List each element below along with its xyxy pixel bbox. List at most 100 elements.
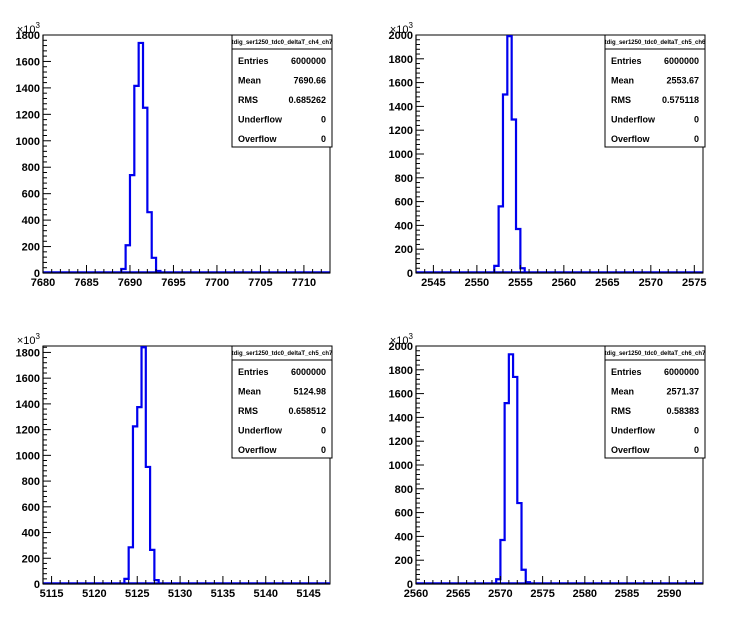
y-tick-label: 600 [22, 502, 40, 514]
stats-box-title: tdig_ser1250_tdc0_deltaT_ch5_ch7 [232, 351, 333, 357]
stats-box-frame [604, 34, 706, 148]
y-tick-label: 1600 [16, 56, 40, 68]
y-tick-label: 600 [395, 197, 413, 209]
stats-value: 0 [694, 115, 699, 125]
x-tick-label: 5130 [168, 588, 192, 600]
x-tick-label: 2590 [657, 588, 681, 600]
x-tick-label: 7695 [161, 277, 185, 289]
y-tick-label: 800 [22, 162, 40, 174]
y-axis-multiplier-exponent: 3 [409, 21, 414, 30]
stats-label: RMS [238, 406, 258, 416]
stats-box: tdig_ser1250_tdc0_deltaT_ch5_ch7 Entries 6… [231, 345, 333, 459]
x-tick-label: 7700 [205, 277, 229, 289]
y-tick-label: 2000 [389, 341, 413, 353]
stats-value: 0 [321, 445, 326, 455]
stats-label: RMS [611, 95, 631, 105]
stats-value: 0 [321, 134, 326, 144]
x-tick-label: 2550 [465, 277, 489, 289]
histogram-bin-2 [129, 547, 133, 584]
y-tick-label: 1800 [389, 54, 413, 66]
y-tick-label: 1800 [16, 347, 40, 359]
y-tick-label: 0 [34, 268, 40, 280]
histogram-bin-5 [513, 377, 517, 584]
histogram-bin-6 [517, 503, 521, 584]
histogram-panel-3: 0 200 400 600 800 1000 1200 1400 1600 1800×103 511… [16, 332, 334, 600]
histogram-outline [123, 346, 160, 584]
stats-box: tdig_ser1250_tdc0_deltaT_ch6_ch7 Entries 6… [604, 345, 706, 459]
stats-box-frame [231, 345, 333, 459]
stats-value: 0 [321, 426, 326, 436]
x-tick-label: 2570 [639, 277, 663, 289]
y-axis-multiplier: ×103 [390, 332, 414, 347]
stats-label: Entries [611, 367, 642, 377]
histogram-outline [495, 353, 532, 584]
x-tick-label: 7690 [118, 277, 142, 289]
stats-label: Entries [238, 367, 269, 377]
x-tick-label: 7680 [31, 277, 55, 289]
y-tick-label: 1200 [389, 436, 413, 448]
stats-value: 2553.67 [666, 76, 699, 86]
stats-value: 6000000 [664, 367, 699, 377]
stats-box-frame [604, 345, 706, 459]
y-tick-label: 400 [395, 531, 413, 543]
y-tick-label: 1000 [389, 460, 413, 472]
y-axis-multiplier-base: ×10 [17, 24, 36, 36]
histogram-bin-4 [507, 36, 511, 273]
y-tick-label: 2000 [389, 30, 413, 42]
histogram-bin-3 [133, 426, 137, 584]
y-tick-label: 1200 [16, 425, 40, 437]
stats-value: 7690.66 [293, 76, 326, 86]
stats-value: 6000000 [664, 56, 699, 66]
y-tick-label: 0 [34, 579, 40, 591]
stats-label: Overflow [611, 445, 651, 455]
x-tick-label: 7710 [292, 277, 316, 289]
y-tick-label: 0 [407, 579, 413, 591]
histogram-bin-5 [142, 347, 146, 584]
y-axis-multiplier-exponent: 3 [36, 21, 41, 30]
histogram-bin-3 [505, 403, 509, 584]
x-tick-label: 2565 [595, 277, 619, 289]
x-tick-label: 2580 [573, 588, 597, 600]
histogram-bin-2 [499, 206, 503, 273]
histogram-bin-8 [152, 258, 156, 273]
y-tick-label: 1200 [16, 109, 40, 121]
y-tick-label: 800 [395, 173, 413, 185]
histogram-bin-7 [147, 212, 151, 273]
x-tick-label: 2565 [446, 588, 470, 600]
y-tick-label: 1000 [16, 450, 40, 462]
histogram-outline [493, 35, 526, 273]
x-tick-label: 5125 [125, 588, 149, 600]
stats-label: Underflow [238, 115, 283, 125]
histogram-bin-2 [500, 540, 504, 584]
stats-value: 0.685262 [288, 95, 326, 105]
y-tick-label: 1600 [389, 389, 413, 401]
stats-label: RMS [611, 406, 631, 416]
x-tick-label: 5115 [40, 588, 64, 600]
stats-value: 6000000 [291, 367, 326, 377]
histogram-bin-7 [150, 550, 154, 584]
y-tick-label: 1400 [16, 399, 40, 411]
histogram-bin-6 [143, 108, 147, 273]
histogram-bin-3 [503, 95, 507, 274]
stats-label: Underflow [611, 426, 656, 436]
x-tick-label: 2585 [615, 588, 639, 600]
stats-box-title: tdig_ser1250_tdc0_deltaT_ch5_ch6 [605, 40, 706, 46]
stats-value: 0.575118 [662, 95, 699, 105]
y-tick-label: 1400 [16, 83, 40, 95]
x-tick-label: 2575 [682, 277, 706, 289]
x-tick-label: 5120 [82, 588, 106, 600]
histogram-bin-7 [522, 570, 526, 584]
stats-value: 0 [321, 115, 326, 125]
x-tick-label: 2560 [552, 277, 576, 289]
stats-label: Overflow [238, 445, 278, 455]
y-tick-label: 600 [22, 189, 40, 201]
y-axis-multiplier: ×103 [17, 332, 41, 347]
stats-value: 0 [694, 445, 699, 455]
stats-label: Mean [611, 76, 634, 86]
histogram-bin-4 [134, 86, 138, 273]
x-tick-label: 7705 [248, 277, 272, 289]
stats-box-title: tdig_ser1250_tdc0_deltaT_ch4_ch7 [232, 40, 333, 46]
y-tick-label: 1600 [389, 78, 413, 90]
y-tick-label: 1400 [389, 412, 413, 424]
y-tick-label: 200 [395, 244, 413, 256]
